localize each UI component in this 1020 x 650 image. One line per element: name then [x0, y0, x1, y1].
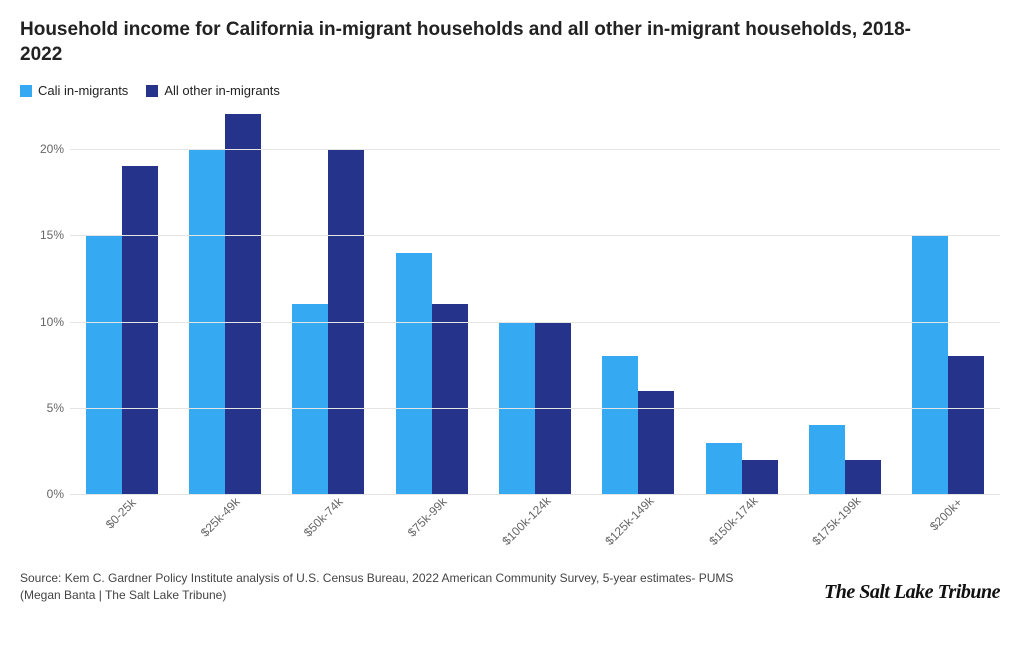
- footer: Source: Kem C. Gardner Policy Institute …: [20, 570, 1000, 604]
- bar: [742, 460, 778, 495]
- x-axis-tick: $175k-199k: [809, 494, 863, 548]
- bar: [948, 356, 984, 494]
- x-axis-tick: $125k-149k: [603, 494, 657, 548]
- x-axis-tick: $200k+: [927, 496, 965, 534]
- grid-line: [70, 235, 1000, 236]
- legend-item: All other in-migrants: [146, 83, 280, 98]
- bar: [292, 304, 328, 494]
- legend-label: Cali in-migrants: [38, 83, 128, 98]
- plot-area: 0%5%10%15%20%$0-25k$25k-49k$50k-74k$75k-…: [70, 114, 1000, 494]
- bar: [706, 443, 742, 495]
- bar: [432, 304, 468, 494]
- grid-line: [70, 494, 1000, 495]
- grid-line: [70, 149, 1000, 150]
- chart: 0% 5% 10% 15% 20% $0-25k $25k-49k $50k-74k $75k-…: [20, 104, 1000, 564]
- bar: [602, 356, 638, 494]
- grid-line: [70, 408, 1000, 409]
- bars-layer: [70, 114, 1000, 494]
- bar: [396, 253, 432, 495]
- bar: [86, 235, 122, 494]
- x-axis-tick: $100k-124k: [499, 494, 553, 548]
- legend: Cali in-migrants All other in-migrants: [20, 83, 1000, 98]
- x-axis-tick: $150k-174k: [706, 494, 760, 548]
- bar: [225, 114, 261, 494]
- bar: [638, 391, 674, 495]
- y-axis-tick: 5%: [47, 401, 64, 415]
- x-axis-tick: $0-25k: [103, 496, 139, 532]
- x-axis-tick: $50k-74k: [301, 495, 346, 540]
- bar: [809, 425, 845, 494]
- bar: [912, 235, 948, 494]
- x-axis-tick: $75k-99k: [404, 495, 449, 540]
- bar: [845, 460, 881, 495]
- publication-logo: The Salt Lake Tribune: [824, 581, 1000, 604]
- y-axis-tick: 10%: [40, 315, 64, 329]
- bar: [122, 166, 158, 494]
- chart-title: Household income for California in-migra…: [20, 18, 920, 67]
- legend-swatch: [146, 85, 158, 97]
- legend-item: Cali in-migrants: [20, 83, 128, 98]
- x-axis-tick: $25k-49k: [198, 495, 243, 540]
- grid-line: [70, 322, 1000, 323]
- source-text: Source: Kem C. Gardner Policy Institute …: [20, 570, 760, 604]
- y-axis-tick: 15%: [40, 228, 64, 242]
- legend-label: All other in-migrants: [164, 83, 280, 98]
- y-axis-tick: 20%: [40, 142, 64, 156]
- legend-swatch: [20, 85, 32, 97]
- y-axis-tick: 0%: [47, 487, 64, 501]
